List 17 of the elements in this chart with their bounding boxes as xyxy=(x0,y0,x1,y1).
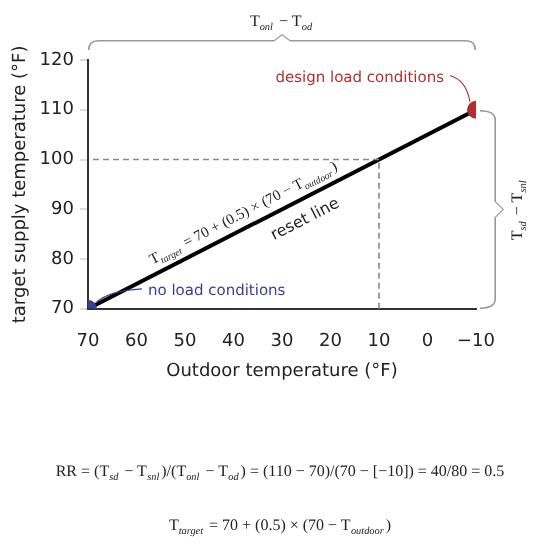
x-tick-label: 70 xyxy=(76,332,100,353)
y-axis-title: target supply temperature (°F) xyxy=(11,45,32,324)
y-tick-label: 90 xyxy=(51,199,75,220)
x-tick-label: 50 xyxy=(173,332,197,353)
x-tick-label: 60 xyxy=(125,332,149,353)
x-tick-label: −10 xyxy=(457,332,496,353)
y-tick-label: 80 xyxy=(51,249,75,270)
y-tick-label: 120 xyxy=(39,50,75,71)
x-tick-label: 10 xyxy=(367,332,391,353)
y-tick-label: 70 xyxy=(51,299,75,320)
x-tick-label: 30 xyxy=(270,332,294,353)
x-tick-label: 40 xyxy=(222,332,246,353)
y-tick-label: 100 xyxy=(39,150,75,171)
x-tick-label: 0 xyxy=(421,332,434,353)
y-tick-label: 110 xyxy=(39,100,75,121)
x-axis-title: Outdoor temperature (°F) xyxy=(166,361,398,382)
x-tick-label: 20 xyxy=(319,332,343,353)
